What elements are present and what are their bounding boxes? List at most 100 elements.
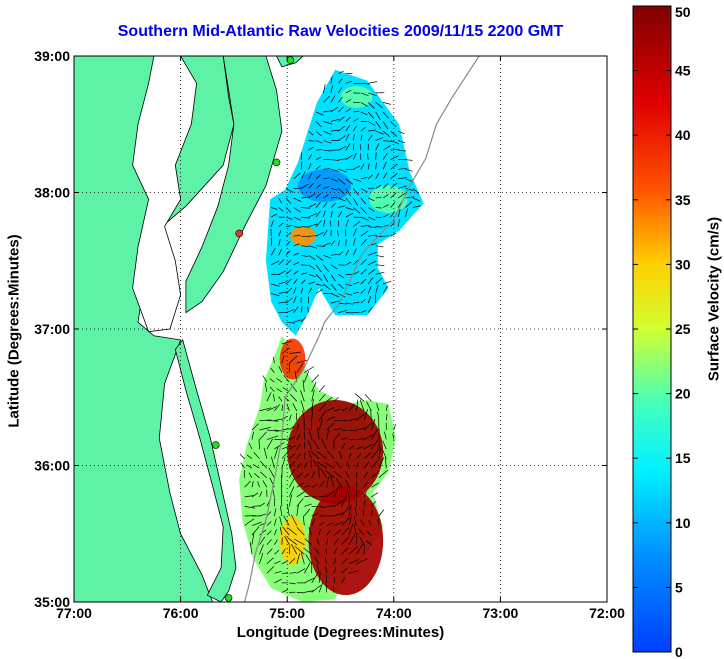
vector-southern-312 — [356, 543, 363, 555]
colorbar-tick-label-4: 20 — [675, 386, 691, 402]
vector-southern-286 — [335, 461, 342, 469]
vector-northern-52 — [293, 197, 302, 203]
vector-southern-330 — [358, 528, 365, 536]
vector-northern-128 — [323, 149, 332, 152]
vector-northern-41 — [293, 296, 297, 304]
colorbar-tick-label-6: 30 — [675, 256, 691, 272]
vector-northern-87 — [308, 172, 313, 179]
vector-southern-353 — [371, 459, 379, 469]
vector-southern-63 — [274, 560, 281, 565]
vector-southern-28 — [259, 513, 267, 517]
vector-southern-114 — [289, 572, 297, 574]
vector-southern-169 — [296, 527, 305, 536]
vector-southern-339 — [363, 443, 373, 450]
vector-southern-201 — [308, 450, 313, 459]
vector-southern-354 — [371, 449, 379, 459]
vector-southern-374 — [384, 431, 387, 440]
vector-northern-219 — [352, 228, 357, 237]
vector-northern-273 — [368, 197, 375, 202]
vector-southern-173 — [304, 495, 312, 498]
colorbar-tick-label-0: 0 — [675, 644, 683, 659]
vector-northern-173 — [338, 178, 346, 185]
vector-southern-234 — [325, 566, 327, 574]
vector-northern-310 — [382, 280, 392, 285]
vector-northern-277 — [367, 153, 369, 160]
vector-northern-32 — [285, 240, 291, 246]
vector-northern-119 — [323, 229, 328, 237]
vector-southern-128 — [289, 436, 296, 440]
vector-northern-343 — [398, 185, 407, 189]
vector-northern-289 — [375, 271, 385, 275]
vector-southern-133 — [282, 387, 290, 393]
vector-southern-344 — [355, 393, 365, 402]
vector-southern-1 — [244, 518, 255, 526]
vector-southern-158 — [290, 394, 298, 402]
vector-southern-292 — [341, 407, 348, 412]
vector-southern-324 — [356, 438, 365, 440]
vector-northern-20 — [278, 222, 284, 227]
vector-southern-352 — [371, 471, 380, 479]
velocity-vectors — [239, 70, 422, 594]
vector-southern-358 — [370, 409, 372, 421]
vector-northern-135 — [330, 300, 340, 304]
vector-southern-100 — [281, 445, 291, 450]
vector-northern-315 — [382, 194, 389, 199]
vector-northern-226 — [353, 165, 361, 170]
vector-southern-171 — [304, 508, 310, 517]
vector-northern-134 — [323, 84, 326, 93]
vector-northern-342 — [397, 192, 406, 199]
vector-southern-194 — [311, 518, 316, 526]
vector-northern-147 — [330, 188, 338, 191]
vector-northern-84 — [308, 203, 317, 208]
vector-southern-155 — [296, 423, 300, 431]
vector-northern-355 — [405, 168, 413, 172]
vector-southern-59 — [264, 383, 268, 392]
vector-northern-18 — [278, 239, 281, 246]
vector-southern-309 — [348, 418, 357, 421]
radar-station-1 — [272, 158, 281, 167]
vector-northern-28 — [285, 278, 292, 285]
vector-southern-235 — [324, 557, 327, 564]
vector-northern-228 — [352, 143, 355, 151]
vector-southern-99 — [281, 450, 290, 459]
vector-northern-356 — [405, 159, 413, 161]
vector-northern-102 — [315, 201, 321, 208]
vector-northern-163 — [338, 274, 345, 279]
vector-northern-201 — [345, 154, 353, 160]
vector-southern-64 — [274, 549, 280, 555]
vector-northern-79 — [308, 255, 316, 261]
vector-southern-25 — [259, 536, 266, 545]
vector-southern-244 — [320, 467, 327, 478]
vector-northern-89 — [308, 154, 312, 160]
vector-northern-276 — [367, 163, 370, 170]
x-axis-label: Longitude (Degrees:Minutes) — [236, 624, 445, 641]
vector-northern-45 — [293, 261, 300, 266]
vector-southern-294 — [348, 559, 360, 565]
vector-southern-182 — [300, 400, 305, 412]
vector-southern-40 — [266, 566, 275, 574]
vector-southern-371 — [384, 457, 387, 469]
vector-northern-100 — [315, 220, 322, 227]
vector-southern-245 — [316, 461, 327, 469]
vector-northern-290 — [375, 264, 385, 266]
y-tick-label-1: 36:00 — [34, 458, 70, 474]
vector-northern-333 — [390, 163, 398, 170]
vector-southern-199 — [311, 471, 316, 478]
vector-southern-165 — [303, 562, 311, 574]
vector-northern-125 — [323, 177, 330, 180]
vector-southern-369 — [377, 411, 380, 421]
vector-northern-348 — [397, 140, 406, 144]
vector-northern-29 — [285, 269, 292, 275]
vector-southern-366 — [378, 437, 380, 450]
vector-southern-230 — [318, 393, 326, 402]
vector-southern-5 — [244, 480, 251, 488]
isobath-line — [244, 56, 480, 602]
vector-southern-20 — [248, 442, 253, 450]
vector-northern-255 — [360, 126, 366, 132]
vector-northern-287 — [375, 284, 379, 294]
vector-northern-97 — [315, 255, 324, 261]
vector-northern-60 — [301, 272, 308, 275]
vector-southern-127 — [289, 445, 296, 450]
vector-southern-65 — [274, 539, 278, 545]
vector-southern-305 — [348, 452, 352, 459]
